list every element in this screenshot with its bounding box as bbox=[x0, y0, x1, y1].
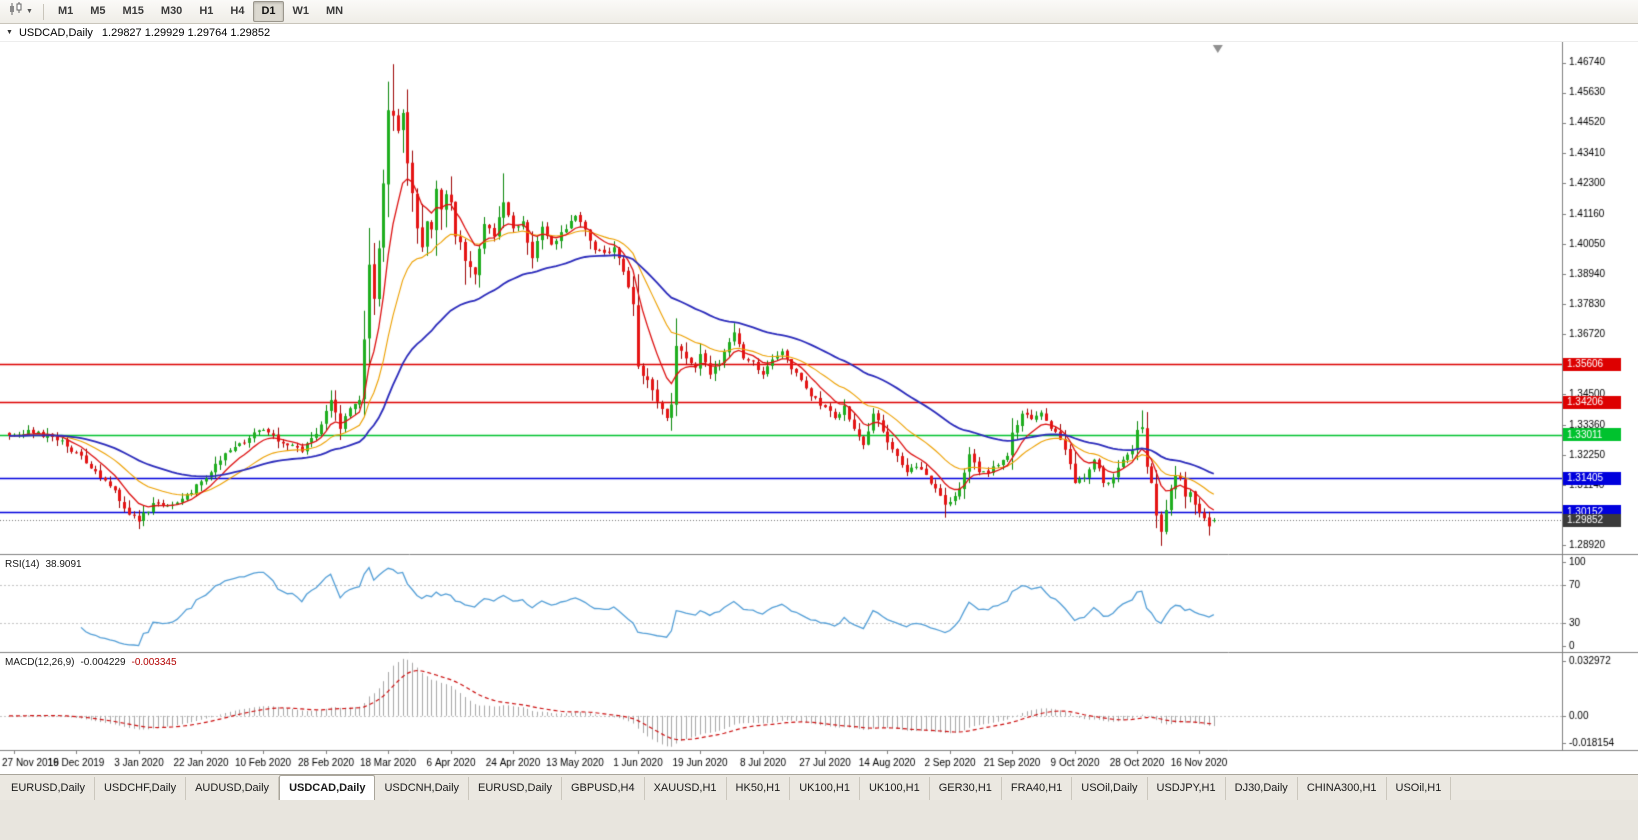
chart-tab-gbpusd-h4[interactable]: GBPUSD,H4 bbox=[562, 777, 645, 800]
chart-tab-usdcnh-daily[interactable]: USDCNH,Daily bbox=[375, 777, 470, 800]
symbol-dropdown-icon[interactable]: ▼ bbox=[6, 29, 13, 36]
timeframe-button-d1[interactable]: D1 bbox=[253, 1, 284, 22]
main-toolbar: ▼ M1 M5 M15 M30 H1 H4 D1 W1 MN bbox=[0, 0, 1638, 24]
timeframe-button-m5[interactable]: M5 bbox=[90, 5, 106, 18]
price-chart-canvas[interactable] bbox=[0, 42, 1638, 774]
chart-tab-uk100-h1[interactable]: UK100,H1 bbox=[790, 777, 860, 800]
chart-tab-eurusd-daily[interactable]: EURUSD,Daily bbox=[469, 777, 562, 800]
bottom-spacer bbox=[0, 800, 1638, 840]
timeframe-button-h4[interactable]: H4 bbox=[230, 5, 245, 18]
timeframe-button-h1[interactable]: H1 bbox=[199, 5, 214, 18]
chart-tab-fra40-h1[interactable]: FRA40,H1 bbox=[1002, 777, 1073, 800]
candlestick-chart-icon bbox=[8, 2, 24, 21]
chart-tab-usdjpy-h1[interactable]: USDJPY,H1 bbox=[1148, 777, 1226, 800]
chart-tab-hk50-h1[interactable]: HK50,H1 bbox=[727, 777, 791, 800]
chart-area: RSI(14) 38.9091 MACD(12,26,9) -0.004229 … bbox=[0, 42, 1638, 774]
toolbar-separator bbox=[42, 3, 44, 20]
chart-tab-uk100-h1[interactable]: UK100,H1 bbox=[860, 777, 930, 800]
chart-tab-audusd-daily[interactable]: AUDUSD,Daily bbox=[186, 777, 280, 800]
chart-tab-dj30-daily[interactable]: DJ30,Daily bbox=[1226, 777, 1298, 800]
chart-tab-usoil-daily[interactable]: USOil,Daily bbox=[1072, 777, 1148, 800]
timeframe-button-m30[interactable]: M30 bbox=[160, 5, 183, 18]
timeframe-button-m15[interactable]: M15 bbox=[122, 5, 144, 18]
chart-tab-xauusd-h1[interactable]: XAUUSD,H1 bbox=[645, 777, 727, 800]
chart-ohlc-values: 1.29827 1.29929 1.29764 1.29852 bbox=[101, 26, 271, 39]
chart-tab-usdcad-daily[interactable]: USDCAD,Daily bbox=[279, 775, 376, 800]
timeframe-button-m1[interactable]: M1 bbox=[57, 5, 74, 18]
chart-tab-usoil-h1[interactable]: USOil,H1 bbox=[1387, 777, 1452, 800]
chart-type-dropdown[interactable]: ▼ bbox=[4, 0, 37, 23]
chart-tabs-bar: EURUSD,Daily USDCHF,Daily AUDUSD,Daily USDC… bbox=[0, 774, 1638, 800]
timeframe-button-mn[interactable]: MN bbox=[326, 5, 344, 18]
chart-tab-usdchf-daily[interactable]: USDCHF,Daily bbox=[95, 777, 187, 800]
timeframe-button-w1[interactable]: W1 bbox=[292, 5, 310, 18]
chart-symbol-title: USDCAD,Daily bbox=[18, 26, 93, 39]
chart-tab-eurusd-daily[interactable]: EURUSD,Daily bbox=[2, 777, 95, 800]
chart-caption-bar: ▼ USDCAD,Daily 1.29827 1.29929 1.29764 1… bbox=[0, 24, 1638, 42]
timeframe-buttons: M1 M5 M15 M30 H1 H4 D1 W1 MN bbox=[50, 1, 351, 22]
chart-tab-ger30-h1[interactable]: GER30,H1 bbox=[930, 777, 1002, 800]
chart-tab-china300-h1[interactable]: CHINA300,H1 bbox=[1298, 777, 1387, 800]
chevron-down-icon: ▼ bbox=[26, 8, 33, 15]
